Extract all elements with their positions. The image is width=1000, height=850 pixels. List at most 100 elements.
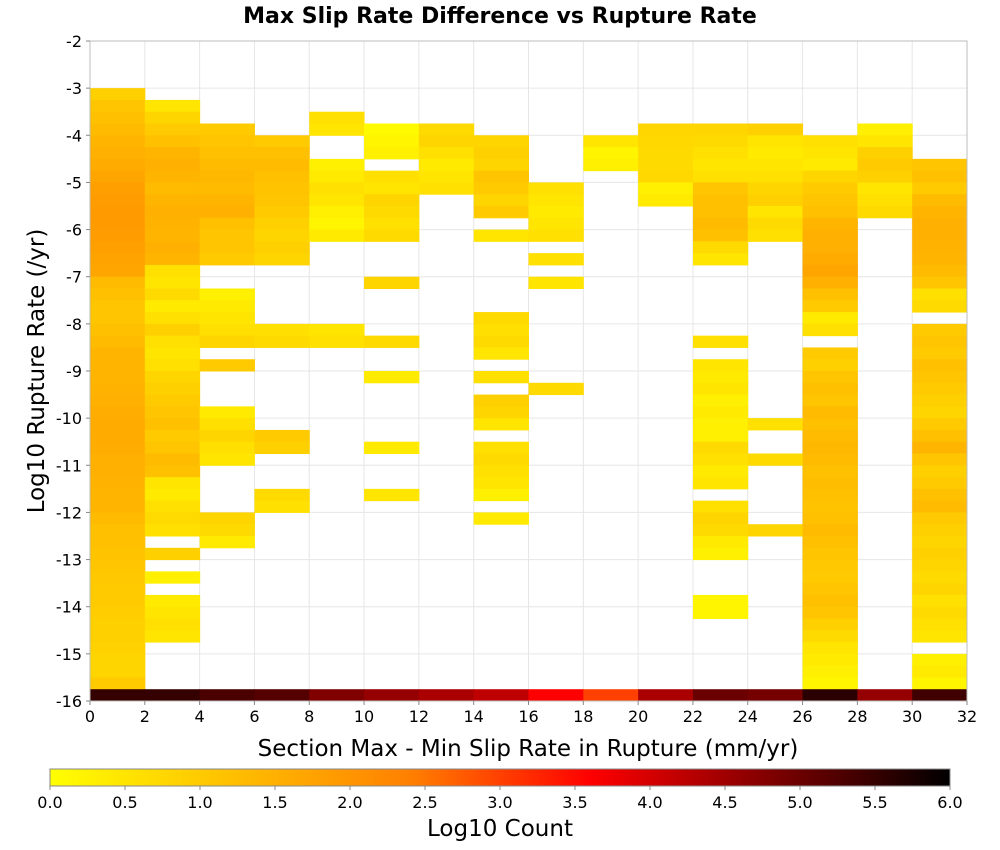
y-tick-label: -5 [66,173,82,192]
heatmap-cell [912,182,968,195]
heatmap-cell [857,147,913,160]
y-tick-label: -9 [66,362,82,381]
heatmap-cell [309,194,365,207]
y-tick-label: -16 [56,692,82,711]
heatmap-cell [857,135,913,148]
heatmap-cell [144,477,201,490]
heatmap-cell [90,630,146,643]
heatmap-cell [912,253,968,266]
heatmap-cell [802,288,858,301]
heatmap-cell [144,382,201,396]
heatmap-cell [199,194,255,207]
heatmap-cell [473,406,529,419]
heatmap-cell [747,453,804,466]
heatmap-cell [90,359,146,372]
heatmap-cell [199,689,255,702]
heatmap-cell [692,158,749,172]
heatmap-cell [638,689,694,702]
heatmap-cell [418,182,475,195]
heatmap-cell [144,618,201,631]
y-tick-label: -8 [66,315,82,334]
heatmap-cell [692,335,749,348]
x-tick-label: 18 [573,707,593,726]
x-tick-label: 6 [249,707,259,726]
heatmap-cell [912,488,968,502]
heatmap-cell [473,135,529,148]
heatmap-cell [473,158,529,172]
heatmap-cell [912,500,968,513]
heatmap-cell [309,123,365,136]
heatmap-cell [692,441,749,454]
colorbar-tick-label: 3.5 [562,793,587,812]
heatmap-cell [254,335,310,348]
y-axis-label: Log10 Rupture Rate (/yr) [24,229,50,514]
heatmap-cell [692,371,749,384]
heatmap-cell [144,394,201,407]
y-tick-label: -12 [56,503,82,522]
heatmap-cell [802,571,858,584]
heatmap-cell [638,135,694,148]
heatmap-cell [692,253,749,266]
heatmap-cell [473,194,529,207]
heatmap-cell [912,677,968,690]
heatmap-cell [528,206,584,219]
x-axis-ticks: 0 2 4 6 8 10 12 14 16 18 20 22 24 26 28 30 32 [85,701,977,726]
heatmap-cell [144,253,201,266]
heatmap-cell [912,347,968,360]
heatmap-cell [802,512,858,525]
heatmap-cell [254,689,310,702]
colorbar-tick-label: 3.0 [487,793,512,812]
heatmap-cell [418,170,475,183]
heatmap-cell [912,206,968,219]
heatmap-cell [473,394,529,407]
heatmap-cell [802,547,858,561]
heatmap-cell [802,453,858,466]
heatmap-cell [90,229,146,242]
colorbar-tick-label: 4.5 [712,793,737,812]
heatmap-cell [144,276,201,289]
heatmap-cell [692,689,749,702]
heatmap-cell [199,441,255,454]
heatmap-cell [199,135,255,148]
heatmap-cell [583,158,639,172]
heatmap-cell [802,653,858,667]
heatmap-cell [473,477,529,490]
heatmap-cell [144,406,201,419]
heatmap-cell [912,276,968,289]
heatmap-cell [528,194,584,207]
heatmap-cell [583,135,639,148]
heatmap-cell [90,88,146,101]
heatmap-cell [692,606,749,619]
colorbar-tick-label: 6.0 [937,793,962,812]
heatmap-cell [473,335,529,348]
heatmap-cell [144,453,201,466]
heatmap-cell [254,194,310,207]
heatmap-cell [692,536,749,549]
heatmap-cell [199,406,255,419]
heatmap-cell [144,606,201,619]
heatmap-cell [802,559,858,572]
heatmap-cell [802,182,858,195]
heatmap-cell [199,241,255,254]
heatmap-cell [692,477,749,490]
heatmap-cell [528,382,584,396]
x-tick-label: 4 [195,707,205,726]
heatmap-cell [528,229,584,242]
heatmap-cell [912,665,968,678]
heatmap-cell [802,488,858,502]
y-tick-label: -2 [66,32,82,51]
heatmap-cell [144,488,201,502]
heatmap-cell [309,170,365,183]
heatmap-cell [802,217,858,231]
heatmap-cell [90,429,146,443]
heatmap-cell [802,524,858,537]
heatmap-cell [583,147,639,160]
heatmap-cell [473,347,529,360]
heatmap-cell [364,194,420,207]
heatmap-cell [802,583,858,596]
heatmap-cell [364,170,420,183]
heatmap-cell [144,158,201,172]
heatmap-cell [144,300,201,313]
heatmap-cell [90,371,146,384]
heatmap-cell [747,229,804,242]
